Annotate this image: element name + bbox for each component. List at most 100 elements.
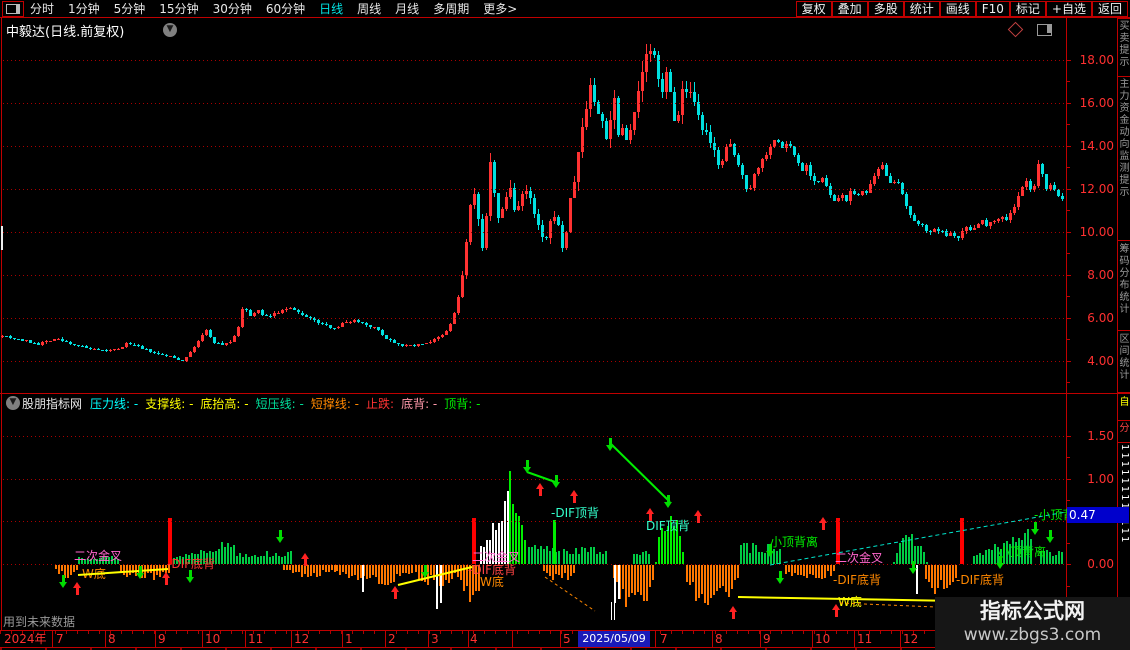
hist-bar-up — [182, 557, 184, 564]
strip-vertical-text[interactable]: 111111111111 — [1119, 444, 1130, 545]
month-label[interactable]: 7 — [660, 632, 668, 646]
candle-body — [1009, 213, 1012, 220]
window-icon[interactable] — [1037, 24, 1052, 36]
strip-vertical-text[interactable]: 主力资金动向监测提示 — [1118, 78, 1128, 198]
toolbar-button-叠加[interactable]: 叠加 — [831, 0, 868, 17]
toolbar-button-画线[interactable]: 画线 — [939, 0, 976, 17]
strip-vertical-text[interactable]: 筹码分布统计 — [1118, 243, 1128, 315]
sell-arrow-icon — [909, 561, 918, 574]
indicator-site-name: 股朋指标网 — [22, 396, 83, 411]
candle-body — [633, 111, 636, 131]
period-tab-分时[interactable]: 分时 — [30, 1, 55, 16]
diamond-icon[interactable] — [1007, 21, 1024, 38]
month-label[interactable]: 9 — [763, 632, 771, 646]
hist-bar-up — [272, 556, 274, 564]
month-label[interactable]: 10 — [815, 632, 831, 646]
hist-bar-up — [486, 539, 488, 564]
period-tab-30分钟[interactable]: 30分钟 — [212, 1, 252, 16]
month-label[interactable]: 12 — [294, 632, 310, 646]
hist-bar-down — [818, 565, 820, 579]
hist-bar-up — [661, 528, 663, 564]
period-tab-日线[interactable]: 日线 — [319, 1, 344, 16]
month-label[interactable]: 11 — [857, 632, 873, 646]
toolbar-button-统计[interactable]: 统计 — [903, 0, 940, 17]
hist-bar-down — [442, 565, 444, 587]
hist-bar-down — [348, 565, 350, 578]
candle-body — [321, 323, 324, 325]
hist-bar-down — [637, 565, 639, 592]
month-label[interactable]: 8 — [715, 632, 723, 646]
layout-icon[interactable] — [2, 1, 24, 17]
month-label[interactable]: 4 — [470, 632, 478, 646]
price-axis-label: 10.00 — [1079, 225, 1114, 239]
hist-bar-up — [590, 546, 592, 564]
toolbar-button-返回[interactable]: 返回 — [1091, 0, 1128, 17]
month-label[interactable]: 2 — [388, 632, 396, 646]
strip-vertical-text[interactable]: 区间统计 — [1118, 333, 1128, 381]
right-side-strip[interactable]: 买卖提示主力资金动向监测提示筹码分布统计区间统计自分 111111111111 — [1118, 18, 1130, 650]
period-tab-5分钟[interactable]: 5分钟 — [113, 1, 146, 16]
period-tab-1分钟[interactable]: 1分钟 — [68, 1, 100, 16]
candle-body — [653, 51, 656, 55]
strip-vertical-text[interactable]: 分 — [1118, 422, 1128, 434]
period-tab-60分钟[interactable]: 60分钟 — [265, 1, 306, 16]
toolbar-button-+自选[interactable]: +自选 — [1045, 0, 1092, 17]
hist-bar-down — [328, 565, 330, 573]
toolbar-button-多股[interactable]: 多股 — [867, 0, 904, 17]
month-label[interactable]: 7 — [56, 632, 64, 646]
hist-bar-up — [1058, 551, 1060, 564]
price-axis-label: 18.00 — [1079, 53, 1114, 67]
month-label[interactable]: 5 — [563, 632, 571, 646]
candle-body — [933, 228, 936, 232]
month-label[interactable]: 12 — [903, 632, 919, 646]
candle-body — [873, 175, 876, 184]
hist-bar-down — [701, 565, 703, 595]
candle-body — [969, 227, 972, 230]
candle-body — [409, 345, 412, 347]
month-label[interactable]: 10 — [205, 632, 221, 646]
month-label[interactable]: 11 — [248, 632, 264, 646]
clipped-candle — [1, 226, 3, 250]
period-tab-更多>[interactable]: 更多> — [483, 1, 518, 16]
sell-arrow-icon — [766, 544, 775, 557]
chevron-down-icon[interactable]: ▼ — [6, 396, 20, 410]
period-tab-多周期[interactable]: 多周期 — [433, 1, 470, 16]
hist-bar-up — [664, 531, 666, 564]
candle-body — [625, 128, 628, 141]
month-separator — [245, 631, 246, 647]
hist-bar-up — [985, 549, 987, 564]
month-label[interactable]: 8 — [108, 632, 116, 646]
candle-body — [133, 344, 136, 346]
month-label[interactable]: 2024年 — [4, 632, 47, 646]
hist-bar-down — [809, 565, 811, 574]
month-label[interactable]: 1 — [345, 632, 353, 646]
candle-body — [97, 348, 100, 350]
period-tab-15分钟[interactable]: 15分钟 — [159, 1, 199, 16]
signal-bar — [472, 518, 476, 564]
candle-body — [577, 152, 580, 182]
hist-bar-up — [521, 524, 523, 564]
month-label[interactable]: 9 — [158, 632, 166, 646]
strip-vertical-text[interactable]: 买卖提示 — [1118, 20, 1128, 68]
candle-body — [81, 345, 84, 347]
hist-bar-up — [599, 551, 601, 564]
period-tab-周线[interactable]: 周线 — [357, 1, 382, 16]
buy-arrow-icon — [832, 604, 841, 617]
hist-bar-down — [803, 565, 805, 576]
candle-body — [561, 225, 564, 248]
toolbar-button-复权[interactable]: 复权 — [795, 0, 832, 17]
toolbar-button-标记[interactable]: 标记 — [1009, 0, 1046, 17]
candle-body — [957, 236, 960, 238]
hist-bar-up — [566, 551, 568, 564]
month-label[interactable]: 3 — [431, 632, 439, 646]
period-tab-月线[interactable]: 月线 — [395, 1, 420, 16]
candle-body — [1057, 190, 1060, 196]
toolbar-button-F10[interactable]: F10 — [975, 0, 1010, 17]
candle-body — [645, 53, 648, 72]
axis-minor-tick — [1066, 382, 1070, 383]
indicator-axis-label: 1.00 — [1087, 472, 1114, 486]
chevron-down-icon[interactable]: ▼ — [163, 23, 177, 37]
hist-bar-up — [908, 537, 910, 564]
strip-vertical-text[interactable]: 自 — [1118, 396, 1128, 408]
